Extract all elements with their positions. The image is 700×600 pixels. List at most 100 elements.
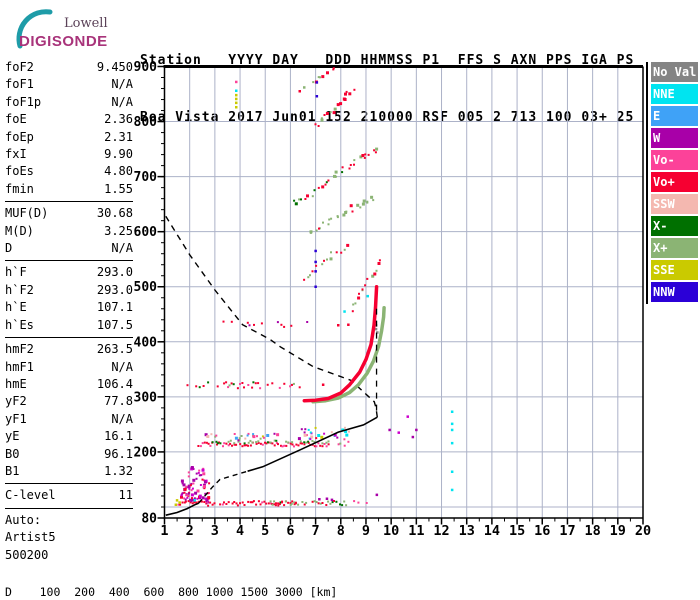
parameter-panel: foF2 9.450 foF1 N/A foF1p N/A foE 2.36 foEp 2.31 f… [5,59,133,564]
param-label: B1 [5,463,20,478]
doppler-legend: No Val NNE E W Vo- Vo+ SSW X- X+ SSE NNW [646,62,698,304]
trace-E-doppler-top [187,466,206,478]
x-axis: 1 2 3 4 5 6 7 8 9 10 11 12 13 14 15 16 17 18 19 20 [160,518,651,539]
param-label: h`F2 [5,282,34,297]
param-value: 9.450 [96,60,133,74]
param-label: hmE [5,376,27,391]
y-tick-label: 700 [134,170,158,185]
y-tick-label: 200 [134,445,158,460]
digisonde-logo: Lowell DIGISONDE [16,9,108,50]
param-label: foF1 [5,77,34,92]
trace-spreadF-855 [298,86,306,93]
x-tick-label: 6 [286,523,294,539]
x-tick-label: 15 [509,523,525,539]
trace-Es-2hop-sparse [337,440,350,447]
x-tick-label: 18 [584,523,600,539]
trace-spreadF-540 [303,243,350,281]
autoscaler-line: Auto: [5,512,42,527]
param-row-mufd: MUF(D) 30.68 [5,205,133,222]
trace-nnw-column [314,81,369,298]
param-row-fof1: foF1 N/A [5,76,133,93]
x-tick-label: 14 [484,523,500,539]
param-value: 263.5 [96,342,133,357]
param-value: N/A [111,94,133,109]
param-label: MUF(D) [5,206,49,221]
trace-spreadF-620 [309,195,375,234]
y-axis: 900 800 700 600 500 400 300 200 80 [134,60,165,527]
grid [164,66,643,518]
param-label: D [5,241,13,256]
legend-swatch-ssw: SSW [651,194,698,214]
param-label: yF2 [5,394,27,409]
param-value: 1.32 [104,463,133,478]
legend-swatch-nnw: NNW [651,282,698,302]
param-divider [5,483,133,485]
param-value: 96.1 [104,446,133,461]
param-label: hmF1 [5,359,34,374]
trace-F-trace-O-mode [302,284,379,403]
logo-digisonde-text: DIGISONDE [19,33,108,50]
param-value: 4.80 [104,164,133,179]
param-row-fxi: fxI 9.90 [5,146,133,163]
trace-Es-1hop-sparse [353,500,368,504]
param-value: N/A [111,359,133,374]
legend-swatch-w: W [651,128,698,148]
trace-F-2hop-low [222,320,309,328]
param-label: fmin [5,181,34,196]
param-value: 16.1 [104,429,133,444]
param-row-fof2: foF2 9.450 [5,59,133,76]
plot-frame [163,65,644,519]
distance-row: D 100 200 400 600 800 1000 1500 3000 [km… [5,585,338,599]
y-tick-label: 400 [134,335,158,350]
trace-spreadF-700 [293,147,379,206]
param-row-d: D N/A [5,240,133,257]
param-value: 3.25 [104,223,133,238]
param-label: foF1p [5,94,42,109]
trace-spreadF-500 [351,259,381,313]
param-row-b0: B0 96.1 [5,446,133,463]
x-tick-label: 2 [186,523,194,539]
y-tick-label: 900 [134,60,158,75]
param-label: yF1 [5,411,27,426]
trace-2hop-scatter-left [204,432,280,442]
x-tick-label: 17 [559,523,575,539]
param-value: N/A [111,241,133,256]
trace-top-left-column [235,80,238,109]
param-label: h`Es [5,317,34,332]
x-tick-label: 7 [312,523,320,539]
param-row-hmf2: hmF2 263.5 [5,341,133,358]
param-value: N/A [111,77,133,92]
x-tick-label: 5 [261,523,269,539]
param-row-yf1: yF1 N/A [5,411,133,428]
param-row-hf2: h`F2 293.0 [5,282,133,299]
param-value: 77.8 [104,394,133,409]
x-tick-label: 10 [383,523,399,539]
x-tick-label: 11 [408,523,424,539]
x-tick-label: 19 [610,523,626,539]
param-label: yE [5,429,20,444]
param-value: 2.31 [104,129,133,144]
param-value: 30.68 [96,206,133,221]
x-tick-label: 3 [211,523,219,539]
legend-swatch-vo+: Vo+ [651,172,698,192]
param-row-foes: foEs 4.80 [5,163,133,180]
y-tick-label: 300 [134,390,158,405]
param-row-hmf1: hmF1 N/A [5,359,133,376]
param-value: N/A [111,411,133,426]
x-tick-label: 12 [433,523,449,539]
x-tick-label: 1 [160,523,168,539]
trace-spreadF-800 [314,88,356,127]
x-tick-label: 4 [236,523,244,539]
param-label: C-level [5,488,56,503]
trace-E-doppler-cluster [180,477,211,504]
param-value: 9.90 [104,147,133,162]
trace-right-isolated [388,410,454,492]
param-row-foe: foE 2.36 [5,111,133,128]
y-bottom-label: 80 [141,512,157,527]
param-label: h`E [5,300,27,315]
param-label: M(D) [5,223,34,238]
x-tick-label: 13 [459,523,475,539]
trace-Es-2hop-red [197,441,330,448]
